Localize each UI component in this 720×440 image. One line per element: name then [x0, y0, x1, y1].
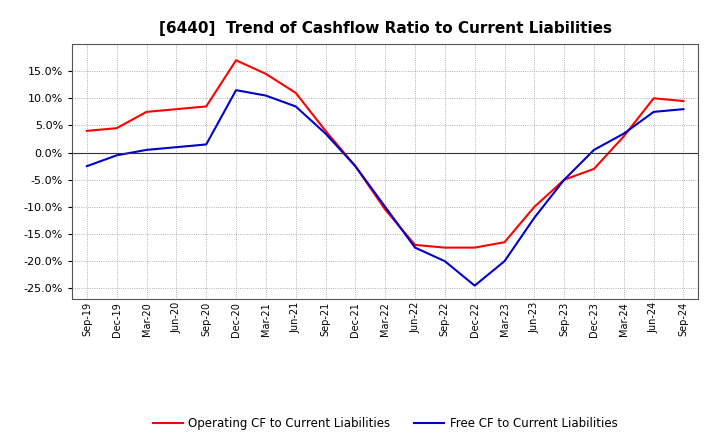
Free CF to Current Liabilities — [619, 131, 628, 136]
Operating CF to Current Liabilities — [232, 58, 240, 63]
Operating CF to Current Liabilities — [500, 239, 509, 245]
Operating CF to Current Liabilities — [172, 106, 181, 112]
Free CF to Current Liabilities — [470, 283, 479, 288]
Free CF to Current Liabilities — [202, 142, 210, 147]
Operating CF to Current Liabilities — [679, 99, 688, 104]
Free CF to Current Liabilities — [560, 177, 569, 183]
Free CF to Current Liabilities — [410, 245, 419, 250]
Operating CF to Current Liabilities — [261, 71, 270, 77]
Operating CF to Current Liabilities — [381, 207, 390, 212]
Free CF to Current Liabilities — [649, 109, 658, 114]
Title: [6440]  Trend of Cashflow Ratio to Current Liabilities: [6440] Trend of Cashflow Ratio to Curren… — [158, 21, 612, 36]
Free CF to Current Liabilities — [530, 215, 539, 220]
Free CF to Current Liabilities — [143, 147, 151, 153]
Operating CF to Current Liabilities — [560, 177, 569, 183]
Free CF to Current Liabilities — [321, 131, 330, 136]
Free CF to Current Liabilities — [232, 88, 240, 93]
Free CF to Current Liabilities — [500, 259, 509, 264]
Operating CF to Current Liabilities — [590, 166, 598, 172]
Free CF to Current Liabilities — [172, 144, 181, 150]
Operating CF to Current Liabilities — [83, 128, 91, 133]
Legend: Operating CF to Current Liabilities, Free CF to Current Liabilities: Operating CF to Current Liabilities, Fre… — [148, 412, 622, 435]
Operating CF to Current Liabilities — [470, 245, 479, 250]
Free CF to Current Liabilities — [590, 147, 598, 153]
Line: Operating CF to Current Liabilities: Operating CF to Current Liabilities — [87, 60, 683, 248]
Free CF to Current Liabilities — [261, 93, 270, 98]
Free CF to Current Liabilities — [351, 164, 360, 169]
Operating CF to Current Liabilities — [112, 125, 121, 131]
Line: Free CF to Current Liabilities: Free CF to Current Liabilities — [87, 90, 683, 286]
Operating CF to Current Liabilities — [321, 128, 330, 133]
Operating CF to Current Liabilities — [143, 109, 151, 114]
Operating CF to Current Liabilities — [351, 164, 360, 169]
Operating CF to Current Liabilities — [649, 95, 658, 101]
Free CF to Current Liabilities — [112, 153, 121, 158]
Free CF to Current Liabilities — [441, 259, 449, 264]
Operating CF to Current Liabilities — [530, 204, 539, 209]
Free CF to Current Liabilities — [381, 204, 390, 209]
Free CF to Current Liabilities — [292, 104, 300, 109]
Operating CF to Current Liabilities — [292, 90, 300, 95]
Free CF to Current Liabilities — [83, 164, 91, 169]
Operating CF to Current Liabilities — [202, 104, 210, 109]
Operating CF to Current Liabilities — [441, 245, 449, 250]
Operating CF to Current Liabilities — [410, 242, 419, 248]
Free CF to Current Liabilities — [679, 106, 688, 112]
Operating CF to Current Liabilities — [619, 134, 628, 139]
